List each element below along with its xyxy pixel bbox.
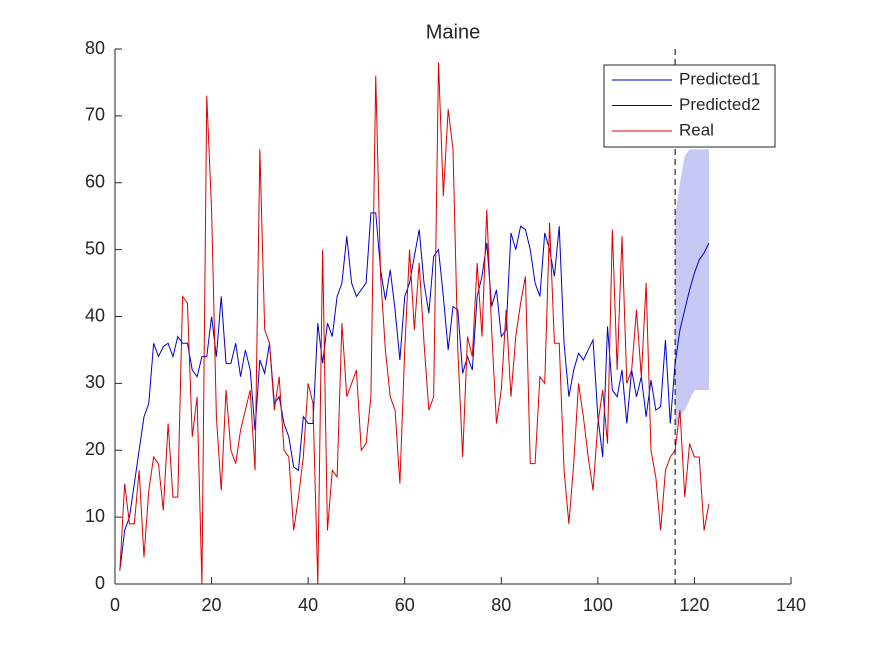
legend-label: Predicted2 [679,95,760,114]
x-tick-label: 60 [395,595,415,615]
y-tick-label: 50 [85,238,105,258]
y-tick-label: 0 [95,573,105,593]
chart-title: Maine [426,21,480,43]
y-tick-label: 40 [85,305,105,325]
y-tick-label: 20 [85,439,105,459]
y-tick-label: 30 [85,372,105,392]
series-line [119,212,676,571]
y-tick-label: 60 [85,172,105,192]
series-line [674,242,710,364]
series-line [119,62,710,585]
y-tick-label: 80 [85,38,105,58]
y-tick-label: 10 [85,506,105,526]
legend-label: Real [679,120,714,139]
legend-label: Predicted1 [679,69,760,88]
x-tick-label: 40 [298,595,318,615]
x-tick-label: 100 [583,595,613,615]
y-tick-label: 70 [85,105,105,125]
confidence-band [675,149,709,431]
x-tick-label: 120 [679,595,709,615]
x-tick-label: 140 [776,595,806,615]
x-tick-label: 20 [202,595,222,615]
x-tick-label: 80 [491,595,511,615]
x-tick-label: 0 [110,595,120,615]
